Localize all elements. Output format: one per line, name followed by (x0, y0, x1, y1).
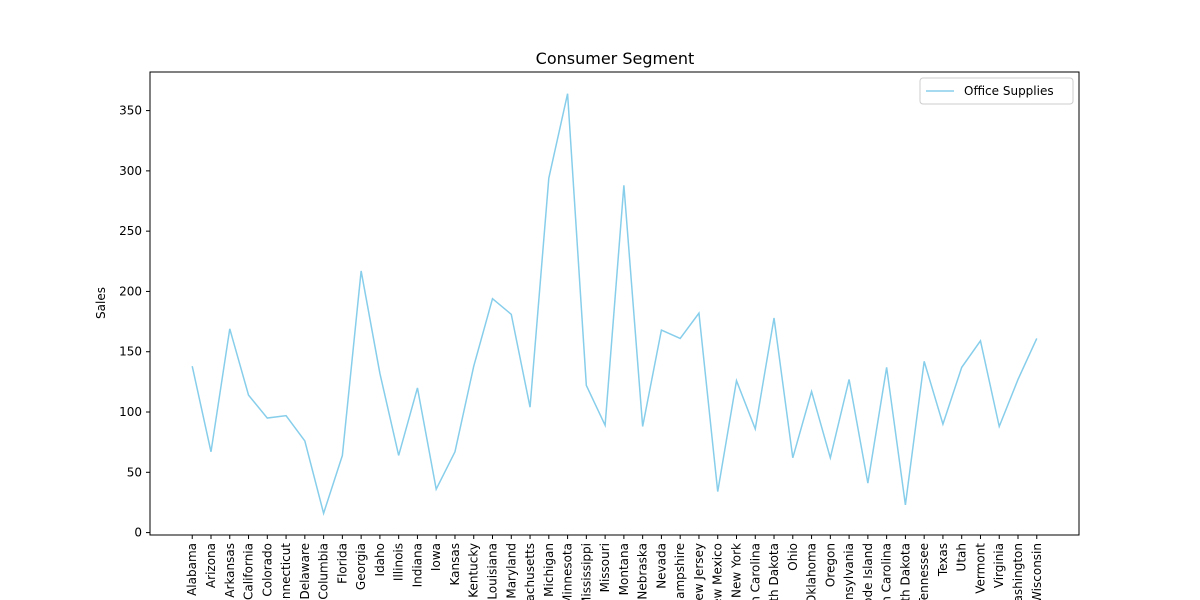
x-tick-label: Florida (335, 543, 349, 584)
x-tick-label: New Hampshire (673, 543, 687, 600)
x-tick-label: Oklahoma (805, 543, 819, 600)
x-tick-label: New York (729, 543, 743, 598)
x-tick-label: Idaho (373, 543, 387, 576)
x-tick-label: Nebraska (636, 543, 650, 600)
x-tick-label: Ohio (786, 543, 800, 571)
x-tick-label: Oregon (823, 543, 837, 587)
x-tick-label: Georgia (354, 543, 368, 590)
x-tick-label: Massachusetts (523, 543, 537, 600)
y-tick-label: 200 (119, 284, 142, 298)
y-tick-label: 300 (119, 164, 142, 178)
y-tick-label: 350 (119, 104, 142, 118)
x-tick-label: Iowa (429, 543, 443, 571)
y-tick-label: 50 (127, 465, 142, 479)
x-tick-label: Maryland (504, 543, 518, 599)
x-tick-label: Rhode Island (861, 543, 875, 600)
x-tick-label: South Dakota (898, 543, 912, 600)
y-tick-label: 150 (119, 345, 142, 359)
x-tick-label: Kansas (448, 543, 462, 585)
x-tick-label: California (242, 543, 256, 600)
x-tick-label: Connecticut (279, 543, 293, 600)
x-tick-label: Illinois (392, 543, 406, 581)
x-tick-label: Washington (1011, 543, 1025, 600)
x-tick-label: Louisiana (486, 543, 500, 600)
x-tick-label: District of Columbia (317, 543, 331, 600)
x-tick-label: North Dakota (767, 543, 781, 600)
x-tick-label: Kentucky (467, 543, 481, 598)
data-line (191, 93, 1038, 516)
x-tick-label: New Mexico (711, 543, 725, 600)
x-tick-label: Virginia (992, 543, 1006, 588)
x-tick-label: Colorado (260, 543, 274, 597)
x-tick-label: Missouri (598, 543, 612, 592)
chart-title: Consumer Segment (536, 49, 695, 68)
plot-frame (149, 71, 1080, 536)
x-tick-label: Pennsylvania (842, 543, 856, 600)
y-tick-label: 250 (119, 224, 142, 238)
x-tick-label: Arizona (204, 543, 218, 588)
x-tick-label: Delaware (298, 543, 312, 600)
x-tick-label: Tennessee (917, 543, 931, 600)
x-tick-label: Michigan (542, 543, 556, 597)
y-tick-label: 0 (134, 526, 142, 540)
x-tick-label: Arkansas (223, 543, 237, 598)
legend-label: Office Supplies (964, 84, 1054, 98)
x-tick-label: Indiana (410, 543, 424, 587)
x-tick-label: Vermont (973, 543, 987, 594)
x-tick-label: Texas (936, 543, 950, 577)
x-tick-label: Minnesota (561, 543, 575, 600)
legend-box (919, 77, 1074, 105)
x-tick-label: Montana (617, 543, 631, 595)
x-tick-label: South Carolina (880, 543, 894, 600)
y-tick-label: 100 (119, 405, 142, 419)
x-tick-label: Mississippi (579, 543, 593, 600)
x-tick-label: New Jersey (692, 543, 706, 600)
x-tick-label: Nevada (654, 543, 668, 589)
y-axis-label: Sales (94, 287, 108, 319)
x-tick-label: Wisconsin (1030, 543, 1044, 600)
x-tick-label: Utah (955, 543, 969, 571)
x-tick-label: Alabama (185, 543, 199, 596)
x-tick-label: North Carolina (748, 543, 762, 600)
